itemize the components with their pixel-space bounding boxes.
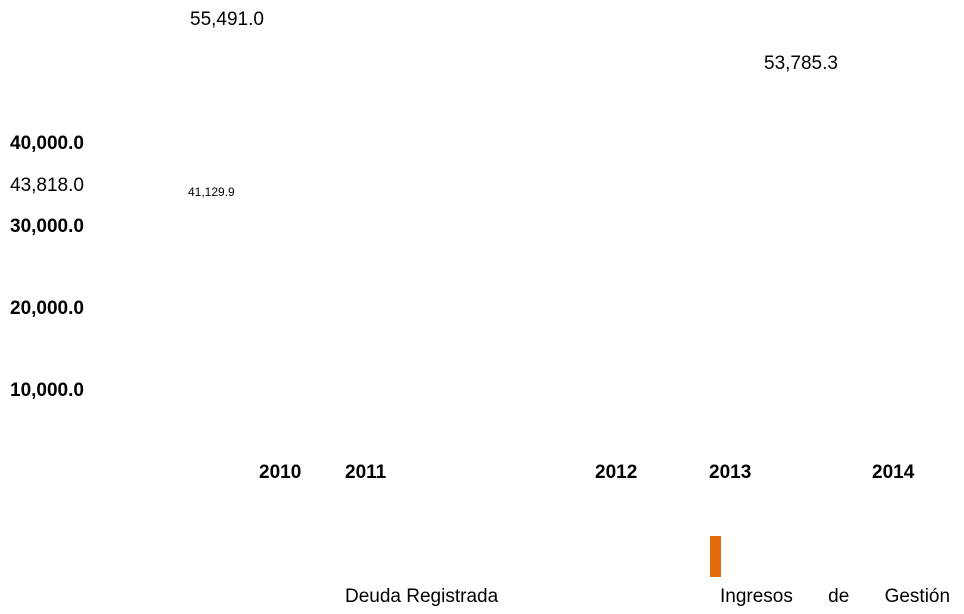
axis-label: 40,000.0	[10, 133, 84, 154]
legend-swatch	[710, 536, 721, 577]
year-label: 2013	[709, 462, 752, 483]
year-label: 2011	[345, 462, 387, 483]
year-label: 2012	[595, 462, 638, 483]
axis-label: 20,000.0	[10, 298, 84, 319]
value-label: 41,129.9	[188, 185, 235, 199]
axis-label: 30,000.0	[10, 216, 84, 237]
value-label: 53,785.3	[764, 53, 838, 74]
axis-label: 10,000.0	[10, 380, 84, 401]
value-label: 55,491.0	[190, 9, 264, 30]
legend-entry: Deuda Registrada	[345, 586, 499, 607]
year-label: 2010	[259, 462, 302, 483]
legend-entry: Ingresos de Gestión	[720, 586, 951, 607]
year-label: 2014	[872, 462, 915, 483]
value-label: 43,818.0	[10, 175, 84, 196]
